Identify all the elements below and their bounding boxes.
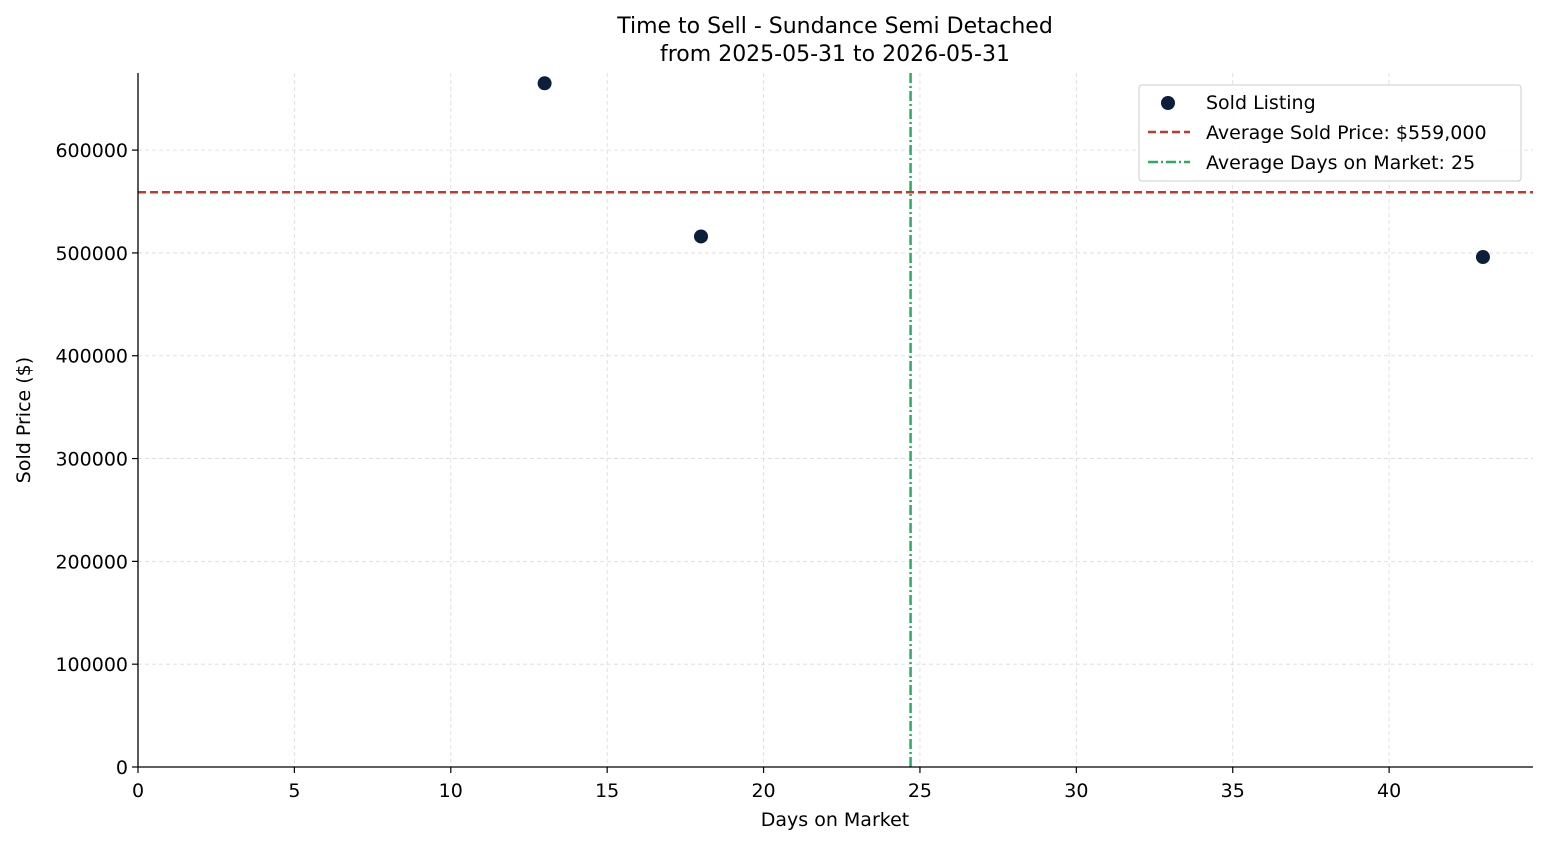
y-axis-ticks: 0 100000 200000 300000 400000 500000 600000	[55, 140, 138, 779]
x-tick-label: 35	[1221, 780, 1245, 802]
y-tick-label: 500000	[55, 243, 128, 265]
y-tick-label: 0	[116, 757, 128, 779]
legend: Sold Listing Average Sold Price: $559,00…	[1138, 84, 1522, 182]
x-tick-label: 10	[439, 780, 463, 802]
y-tick-label: 600000	[55, 140, 128, 162]
scatter-points	[537, 76, 1490, 265]
y-tick-label: 200000	[55, 551, 128, 573]
legend-label-average-price: Average Sold Price: $559,000	[1206, 122, 1487, 144]
sold-listing-point	[537, 76, 552, 91]
y-axis-label: Sold Price ($)	[13, 357, 35, 483]
legend-label-average-days: Average Days on Market: 25	[1206, 152, 1475, 174]
y-tick-label: 100000	[55, 654, 128, 676]
legend-label-sold-listing: Sold Listing	[1206, 92, 1316, 114]
x-axis-ticks: 0 5 10 15 20 25 30 35 40	[132, 767, 1401, 802]
legend-box	[1138, 84, 1522, 182]
y-tick-label: 300000	[55, 449, 128, 471]
sold-listing-point	[1475, 250, 1490, 265]
chart-title: Time to Sell - Sundance Semi Detached	[616, 14, 1053, 39]
x-tick-label: 5	[288, 780, 300, 802]
x-tick-label: 30	[1064, 780, 1088, 802]
chart-subtitle: from 2025-05-31 to 2026-05-31	[660, 42, 1010, 67]
x-tick-label: 40	[1377, 780, 1401, 802]
y-tick-label: 400000	[55, 346, 128, 368]
x-tick-label: 25	[908, 780, 932, 802]
x-tick-label: 15	[595, 780, 619, 802]
x-axis-label: Days on Market	[761, 809, 909, 831]
legend-marker-sold-listing	[1161, 96, 1175, 110]
grid-lines	[138, 73, 1533, 767]
x-tick-label: 0	[132, 780, 144, 802]
reference-lines	[138, 73, 1533, 767]
x-tick-label: 20	[751, 780, 775, 802]
sold-listing-point	[694, 229, 709, 244]
